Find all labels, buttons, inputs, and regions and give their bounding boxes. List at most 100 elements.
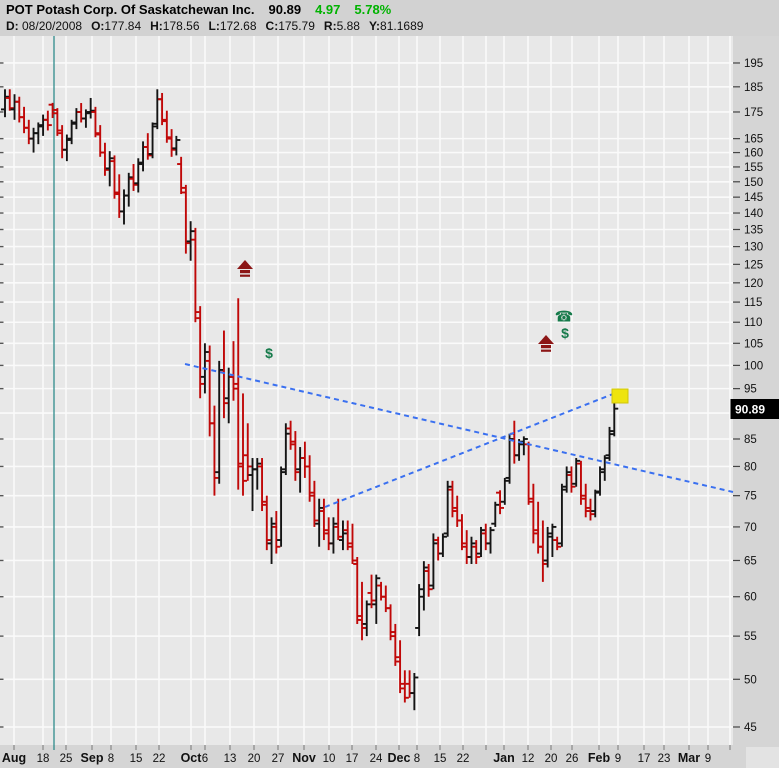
ohlc-bar [415, 584, 424, 637]
price-tick-label: 195 [744, 58, 763, 70]
price-tick-label: 100 [744, 360, 763, 372]
date-tick-label: Jan [493, 751, 515, 765]
ohlc-bar [62, 134, 71, 162]
last-price-box [730, 399, 779, 419]
ohlc-bar [319, 498, 328, 541]
ohlc-bar [262, 495, 271, 551]
ohlc-bar [315, 498, 324, 547]
ohlc-bar [158, 92, 167, 126]
price-tick-label: 70 [744, 522, 757, 534]
ohlc-bar [110, 155, 119, 199]
date-tick-label: Feb [588, 751, 611, 765]
date-axis-panel[interactable] [0, 745, 733, 768]
ohlc-bar [167, 129, 176, 157]
readout-field: R:5.88 [323, 19, 360, 33]
ohlc-bar [100, 142, 109, 176]
ohlc-bar [605, 426, 614, 461]
ohlc-bar [48, 102, 57, 119]
price-change: 4.97 [315, 2, 341, 17]
ohlc-bar [277, 466, 286, 547]
ohlc-bar [500, 477, 509, 505]
price-tick-label: 130 [744, 242, 763, 254]
ohlc-bar [457, 514, 466, 551]
ohlc-bar [410, 672, 419, 711]
phone-alert-icon[interactable]: ☎ [555, 309, 574, 326]
ohlc-bar [291, 431, 300, 481]
price-tick-label: 45 [744, 722, 757, 734]
price-tick-label: 55 [744, 631, 757, 643]
ohlc-bar [191, 227, 200, 323]
ohlc-bar [329, 517, 338, 554]
ohlc-bar [496, 490, 505, 515]
price-tick-label: 135 [744, 225, 763, 237]
ohlc-bar [472, 540, 481, 564]
date-tick-label: Dec [388, 751, 411, 765]
price-tick-label: 160 [744, 148, 763, 160]
date-tick-label: 24 [370, 753, 383, 765]
ohlc-bar [267, 517, 276, 564]
date-tick-label: Aug [2, 751, 26, 765]
buy-arrow-icon[interactable] [237, 260, 253, 277]
ohlc-bar [491, 501, 500, 527]
ohlc-bar [67, 119, 76, 145]
ohlc-bar [596, 466, 604, 496]
trendline[interactable] [324, 393, 614, 508]
dollar-note-icon[interactable]: $ [265, 345, 273, 361]
ohlc-bar [567, 466, 576, 493]
price-tick-label: 85 [744, 434, 757, 446]
price-tick-label: 50 [744, 674, 757, 686]
ohlc-bar [519, 436, 528, 456]
price-tick-label: 165 [744, 134, 763, 146]
date-tick-label: 13 [224, 753, 237, 765]
ohlc-bar [181, 184, 190, 254]
ohlc-bar [258, 458, 267, 512]
ohlc-bar [586, 498, 595, 521]
last-price-box-label: 90.89 [735, 403, 765, 417]
ohlc-bar [424, 563, 433, 597]
ohlc-bar [548, 523, 557, 558]
ohlc-bar [143, 133, 152, 160]
date-tick-label: 20 [248, 753, 261, 765]
date-tick-label: 17 [638, 753, 651, 765]
axis-corner [746, 747, 779, 768]
ohlc-bar [467, 536, 476, 564]
ohlc-bar [529, 483, 538, 544]
ohlc-bar [105, 151, 114, 187]
dollar-note-icon[interactable]: $ [561, 325, 569, 341]
ohlc-bar [286, 420, 295, 450]
ohlc-bar [576, 460, 585, 505]
readout-field: H:178.56 [150, 19, 200, 33]
ohlc-bar [543, 526, 552, 568]
ohlc-bar [367, 574, 376, 609]
ohlc-bar [477, 526, 485, 558]
ohlc-bar [91, 106, 100, 138]
ohlc-bar [1, 89, 9, 118]
yellow-highlight-marker[interactable] [611, 388, 629, 404]
ohlc-bar [600, 455, 609, 481]
date-tick-label: 8 [108, 753, 114, 765]
ohlc-bar [581, 483, 590, 518]
date-tick-label: 12 [522, 753, 535, 765]
price-tick-label: 140 [744, 208, 763, 220]
ohlc-bar [358, 581, 366, 641]
title-row: POT Potash Corp. Of Saskatchewan Inc. 90.… [0, 0, 779, 17]
ohlc-bar [53, 108, 62, 136]
date-tick-label: Mar [678, 751, 700, 765]
date-tick-label: 9 [705, 753, 711, 765]
ohlc-bar [562, 466, 571, 493]
trendline[interactable] [184, 363, 734, 493]
price-tick-label: 115 [744, 297, 762, 309]
price-tick-label: 60 [744, 592, 757, 604]
buy-arrow-icon[interactable] [538, 335, 554, 352]
ohlc-bar [124, 172, 133, 207]
symbol-title: POT Potash Corp. Of Saskatchewan Inc. [6, 2, 255, 17]
date-tick-label: 9 [615, 753, 621, 765]
date-tick-label: 8 [414, 753, 420, 765]
ohlc-bar [86, 97, 95, 119]
date-tick-label: 20 [545, 753, 558, 765]
price-change-percent: 5.78% [354, 2, 392, 17]
ohlc-bar [243, 423, 252, 481]
ohlc-bar [348, 523, 357, 564]
readout-field: C:175.79 [265, 19, 315, 33]
